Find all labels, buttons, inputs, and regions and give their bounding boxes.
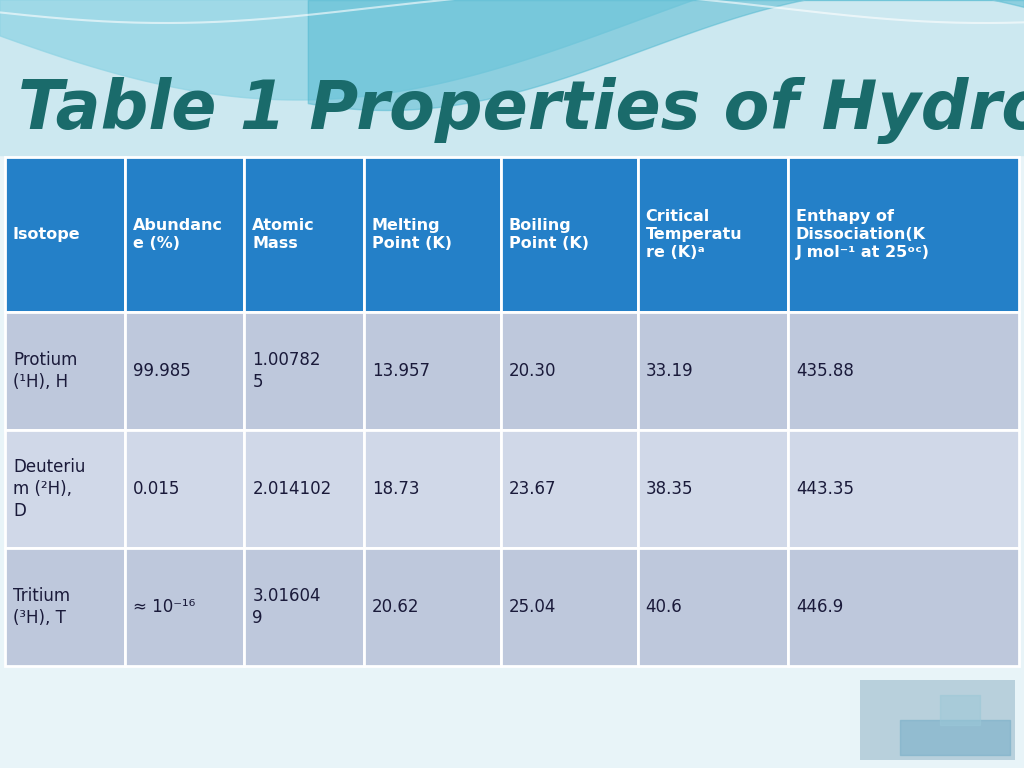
Text: 40.6: 40.6 [646,598,682,616]
Bar [638,157,787,312]
Bar [638,312,787,430]
Bar [364,430,501,548]
Text: 443.35: 443.35 [796,480,854,498]
Text: 0.015: 0.015 [133,480,180,498]
Text: Protium
(¹H), H: Protium (¹H), H [13,351,78,391]
Bar [787,430,1019,548]
Text: 18.73: 18.73 [372,480,420,498]
Bar [245,548,364,666]
Text: 435.88: 435.88 [796,362,854,380]
Bar [5,157,125,312]
Text: ≈ 10⁻¹⁶: ≈ 10⁻¹⁶ [133,598,195,616]
Text: 23.67: 23.67 [509,480,556,498]
Bar [5,430,125,548]
Bar [501,157,638,312]
Text: Isotope: Isotope [13,227,81,242]
Bar [245,430,364,548]
Bar [245,157,364,312]
Text: Table 1 Properties of Hydrogen: Table 1 Properties of Hydrogen [18,77,1024,144]
Text: 20.30: 20.30 [509,362,556,380]
Bar [5,548,125,666]
Text: Critical
Temperatu
re (K)ᵃ: Critical Temperatu re (K)ᵃ [646,209,742,260]
Text: Atomic
Mass: Atomic Mass [252,218,315,251]
Text: Boiling
Point (K): Boiling Point (K) [509,218,589,251]
Bar [638,548,787,666]
Text: 25.04: 25.04 [509,598,556,616]
Bar [245,312,364,430]
Text: 13.957: 13.957 [372,362,430,380]
Text: 33.19: 33.19 [646,362,693,380]
Bar [364,548,501,666]
Text: 99.985: 99.985 [133,362,190,380]
Bar [125,157,245,312]
Text: 1.00782
5: 1.00782 5 [252,351,321,391]
Text: Tritium
(³H), T: Tritium (³H), T [13,588,70,627]
Text: Deuteriu
m (²H),
D: Deuteriu m (²H), D [13,458,85,519]
Text: 446.9: 446.9 [796,598,843,616]
Bar [638,430,787,548]
Bar [787,157,1019,312]
Bar [125,430,245,548]
Bar [501,548,638,666]
Bar [125,312,245,430]
Bar [501,430,638,548]
Bar [860,680,1015,760]
Text: Melting
Point (K): Melting Point (K) [372,218,452,251]
Bar [787,312,1019,430]
Text: 2.014102: 2.014102 [252,480,332,498]
Bar [364,157,501,312]
Text: 3.01604
9: 3.01604 9 [252,588,321,627]
Text: 38.35: 38.35 [646,480,693,498]
Text: Enthapy of
Dissociation(K
J mol⁻¹ at 25ᵒᶜ): Enthapy of Dissociation(K J mol⁻¹ at 25ᵒ… [796,209,930,260]
Bar [125,548,245,666]
Text: 20.62: 20.62 [372,598,420,616]
Bar [364,312,501,430]
Bar [5,312,125,430]
Bar [787,548,1019,666]
Bar [501,312,638,430]
Text: Abundanc
e (%): Abundanc e (%) [133,218,222,251]
